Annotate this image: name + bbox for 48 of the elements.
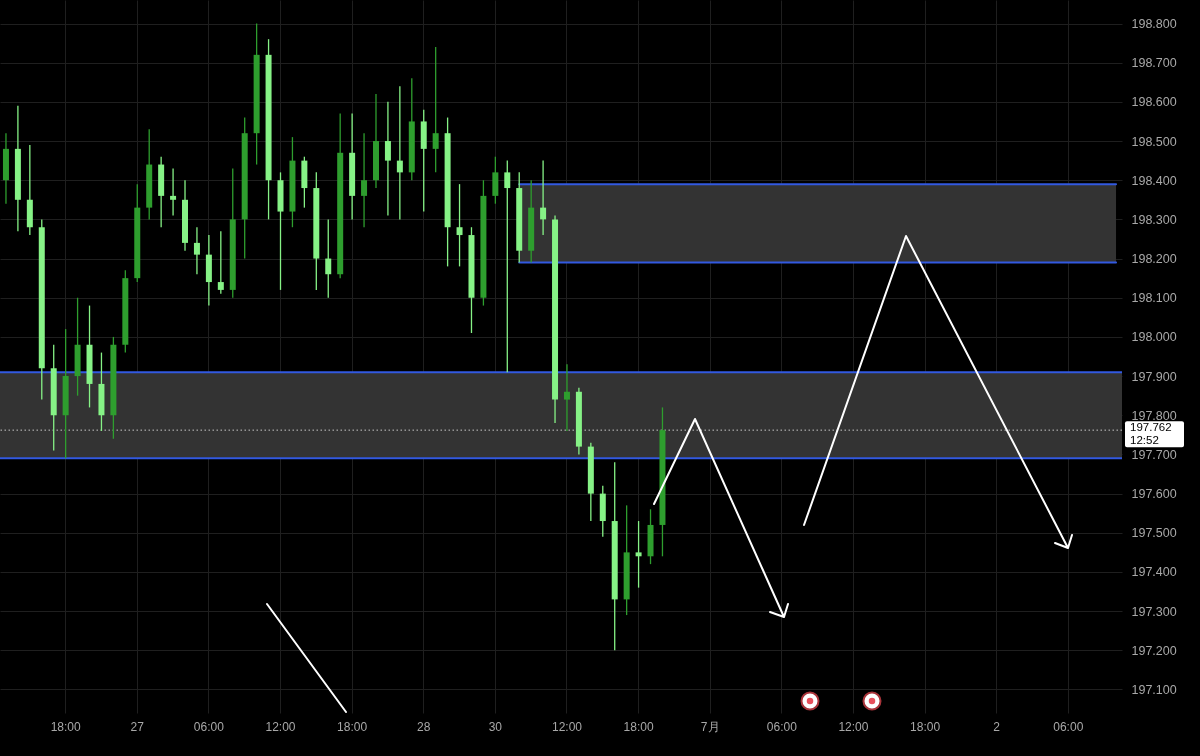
candlestick [540,159,547,236]
y-tick-label: 197.900 [1131,369,1177,384]
candlestick [432,46,439,174]
x-tick-label: 12:00 [551,719,583,734]
y-tick-label: 198.200 [1131,252,1177,267]
y-tick-label: 197.200 [1131,643,1177,658]
candlestick [396,85,403,221]
x-tick-label: 28 [417,719,431,734]
candlestick [504,159,511,373]
y-tick-label: 197.700 [1131,447,1177,462]
x-tick-label: 06:00 [1053,719,1084,734]
y-tick-label: 198.700 [1131,56,1177,71]
y-tick-label: 198.000 [1131,330,1177,345]
candlestick [170,167,177,217]
y-tick-label: 197.100 [1131,682,1177,697]
x-tick-label: 18:00 [337,719,368,734]
y-tick-label: 197.600 [1131,487,1177,502]
candlestick [217,230,224,295]
candlestick [635,520,642,589]
x-tick-label: 12:00 [838,719,869,734]
x-tick-label: 12:00 [265,719,296,734]
x-tick-label: 2 [993,719,1001,734]
x-tick-label: 18:00 [910,719,941,734]
x-tick-label: 7月 [700,719,720,734]
ref-line-label: 197.762 12:52 [1130,421,1172,446]
x-tick-label: 27 [130,719,145,734]
y-tick-label: 197.500 [1131,526,1177,541]
candlestick [361,132,368,228]
y-tick-label: 198.100 [1131,291,1177,306]
x-tick-label: 06:00 [766,719,798,734]
candlestick [384,101,391,217]
candlestick [193,226,200,275]
y-tick-label: 197.800 [1131,408,1177,423]
x-tick-label: 30 [488,719,503,734]
y-tick-label: 198.500 [1131,134,1177,149]
x-tick-label: 18:00 [50,719,81,734]
candlestick [456,183,463,268]
y-tick-label: 197.300 [1131,604,1177,619]
x-tick-label: 06:00 [193,719,225,734]
y-tick-label: 198.300 [1131,212,1177,227]
y-tick-label: 197.400 [1131,565,1177,580]
y-tick-label: 198.400 [1131,173,1177,188]
x-tick-label: 18:00 [623,719,654,734]
y-tick-label: 198.600 [1131,95,1177,110]
candlestick [325,218,332,299]
y-tick-label: 198.800 [1131,17,1177,32]
candlestick [492,156,499,205]
candlestick [563,363,570,432]
